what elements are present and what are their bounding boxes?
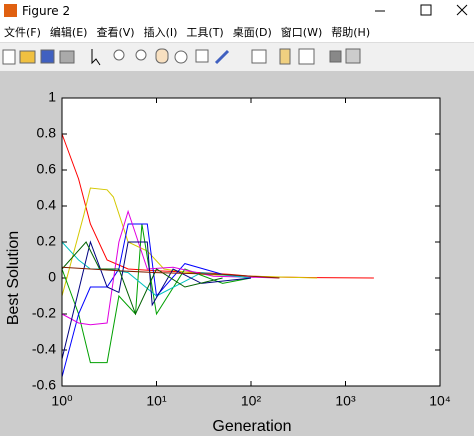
open-icon[interactable] [19,50,36,64]
save-icon[interactable] [40,49,55,64]
print-icon[interactable] [59,50,75,64]
colorbar-icon[interactable] [279,48,291,65]
brush-icon[interactable] [214,49,230,65]
y-tick-label: -0.4 [32,341,56,357]
menu-item[interactable]: 编辑(E) [49,26,88,39]
menu-item[interactable]: 桌面(D) [232,26,272,39]
y-tick-label: 0.8 [37,125,57,141]
axes-box [61,97,441,387]
menu-item[interactable]: 文件(F) [4,26,41,39]
series-line [61,241,223,316]
zoom-out-icon[interactable] [135,49,147,61]
pointer-icon[interactable] [91,49,101,66]
y-tick-label: 1 [48,89,56,105]
link-icon[interactable] [251,49,267,64]
series-line [61,209,280,326]
y-tick-label: 0.2 [37,233,57,249]
y-tick-label: 0.4 [37,197,57,213]
y-tick-label: 0.6 [37,161,57,177]
x-tick-label: 10¹ [146,393,167,409]
close[interactable] [456,4,468,16]
menu-item[interactable]: 工具(T) [186,26,224,39]
series-line [61,223,252,378]
y-tick-label: 0 [48,269,56,285]
menu-item[interactable]: 帮助(H) [331,26,371,39]
datacursor-icon[interactable] [195,49,209,63]
hide-tools-icon[interactable] [329,50,342,63]
show-tools-icon[interactable] [345,48,361,64]
app-icon [4,4,17,17]
title-bar: Figure 2 [0,0,474,22]
series-line [61,240,252,360]
x-axis-label: Generation [212,418,291,435]
menu-bar: 文件(F) 编辑(E) 查看(V) 插入(I) 工具(T) 桌面(D) 窗口(W) 帮助(H) [0,22,474,42]
series-line [61,266,280,279]
legend-icon[interactable] [298,48,315,65]
menu-item[interactable]: 查看(V) [96,26,135,39]
title-icons [4,4,468,17]
toolbar-icons [2,48,361,66]
menu-item[interactable]: 窗口(W) [280,26,323,39]
y-tick-label: -0.2 [32,305,56,321]
figure: Generation Best Solution -0.6 -0.4 -0.2 0 0.… [0,72,474,436]
zoom-in-icon[interactable] [113,49,125,61]
toolbar [0,42,474,72]
axes-background [62,98,440,386]
x-tick-label: 10³ [335,393,356,409]
menu-item[interactable]: 插入(I) [143,26,178,39]
maximize[interactable] [420,4,432,16]
pan-icon[interactable] [155,48,169,64]
x-tick-label: 10² [241,393,262,409]
x-tick-label: 10⁰ [51,393,73,409]
y-axis-label: Best Solution [5,231,22,325]
new-icon[interactable] [2,49,16,65]
y-tick-label: -0.6 [32,377,56,393]
window-title: Figure 2 [22,4,71,18]
x-tick-label: 10⁴ [429,393,451,409]
rotate-icon[interactable] [174,50,188,64]
